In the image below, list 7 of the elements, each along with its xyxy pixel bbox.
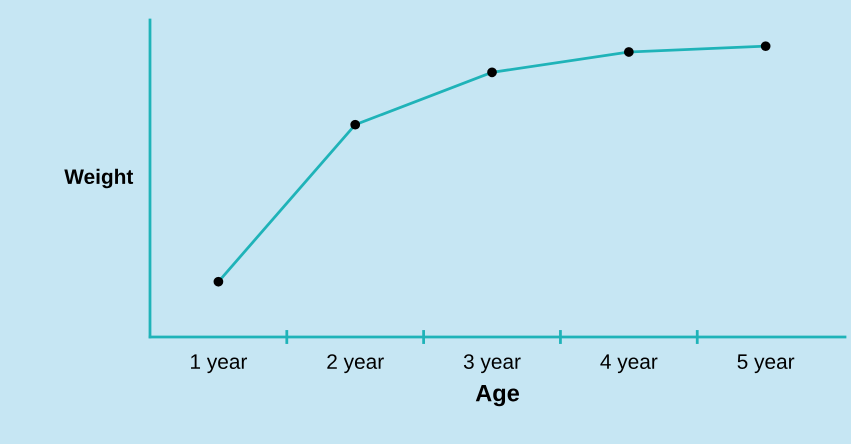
x-tick-label: 2 year [327, 354, 384, 374]
x-tick-label: 5 year [738, 354, 794, 374]
x-axis-title: Age [476, 384, 519, 406]
y-axis-title: Weight [64, 168, 134, 188]
x-tick-label: 1 year [191, 354, 248, 374]
x-tick-label: 3 year [464, 354, 521, 374]
x-tick-label: 4 year [600, 354, 658, 374]
